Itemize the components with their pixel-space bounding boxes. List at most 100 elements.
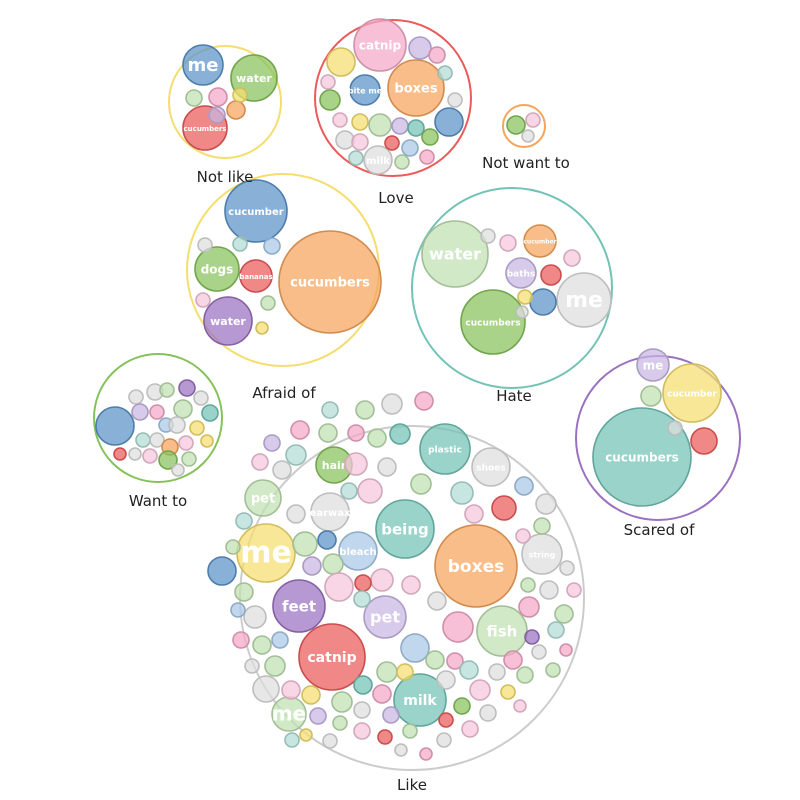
bubble-like: plastic [419, 423, 471, 475]
bubble-circle [203, 296, 253, 346]
bubble-circle [559, 560, 575, 576]
bubble-afraid-of [255, 321, 269, 335]
bubble-like [353, 590, 371, 608]
bubble-circle [347, 424, 365, 442]
bubble-circle [370, 568, 394, 592]
bubble-want-to [178, 435, 194, 451]
bubble-not-like [208, 106, 226, 124]
bubble-circle [351, 113, 369, 131]
bubble-like: catnip [298, 623, 366, 691]
bubble-afraid-of [197, 237, 213, 253]
bubble-love: catnip [353, 18, 407, 72]
bubble-like: pet [244, 479, 282, 517]
bubble-like [272, 460, 292, 480]
bubble-like [442, 611, 474, 643]
bubble-circle [396, 663, 414, 681]
bubble-like [425, 650, 445, 670]
bubble-like [322, 553, 344, 575]
cluster-label-not-like: Not like [197, 168, 254, 186]
bubble-circle [159, 382, 175, 398]
bubble-afraid-of: water [203, 296, 253, 346]
bubble-like [436, 732, 452, 748]
bubble-circle [376, 661, 398, 683]
bubble-like [234, 582, 254, 602]
bubble-circle [547, 621, 565, 639]
bubble-circle [309, 707, 327, 725]
bubble-like [461, 720, 479, 738]
bubble-circle [517, 289, 533, 305]
bubble-circle [301, 685, 321, 705]
bubble-label: pet [251, 492, 275, 507]
bubble-like [419, 747, 433, 761]
bubble-like [520, 577, 536, 593]
bubble-want-to [142, 448, 158, 464]
bubble-circle [447, 92, 463, 108]
bubble-circle [357, 478, 383, 504]
bubble-circle [302, 556, 322, 576]
bubble-like [535, 493, 557, 515]
bubble-circle [234, 582, 254, 602]
bubble-circle [367, 428, 387, 448]
bubble-hate [517, 289, 533, 305]
bubble-circle [271, 631, 289, 649]
bubble-like [353, 701, 371, 719]
bubble-circle [344, 452, 368, 476]
bubble-circle [515, 528, 531, 544]
bubble-label: boxes [448, 557, 504, 577]
bubble-like [531, 644, 547, 660]
bubble-like [518, 596, 540, 618]
bubble-like [402, 723, 418, 739]
bubble-circle [442, 611, 474, 643]
bubble-like [347, 424, 365, 442]
bubble-love [368, 113, 392, 137]
bubble-circle [377, 729, 393, 745]
bubble-circle [235, 512, 253, 530]
bubble-like [317, 530, 337, 550]
bubble-like [376, 661, 398, 683]
bubble-circle [491, 495, 517, 521]
bubble-circle [460, 289, 526, 355]
bubble-like [410, 473, 432, 495]
bubble-circle [149, 404, 165, 420]
bubble-circle [438, 712, 454, 728]
bubble-want-to [159, 382, 175, 398]
bubble-love [351, 133, 369, 151]
bubble-circle [363, 145, 393, 175]
bubble-like [244, 658, 260, 674]
bubble-circle [158, 450, 178, 470]
bubble-love [351, 113, 369, 131]
bubble-circle [516, 666, 534, 684]
bubble-circle [640, 385, 662, 407]
bubble-label: me [272, 702, 306, 726]
bubble-not-like [208, 87, 228, 107]
bubble-want-to [149, 404, 165, 420]
bubble-want-to [168, 416, 186, 434]
bubble-hate [499, 234, 517, 252]
bubble-circle [332, 715, 348, 731]
bubble-like [284, 732, 300, 748]
bubble-afraid-of [195, 292, 211, 308]
bubble-like [446, 652, 464, 670]
bubble-want-to [193, 390, 209, 406]
bubble-like: shoes [471, 447, 511, 487]
bubble-hate [515, 305, 529, 319]
bubble-label: cucumbers [184, 125, 227, 133]
bubble-like [324, 572, 354, 602]
bubble-circle [690, 427, 718, 455]
bubble-like [401, 575, 421, 595]
bubble-circle [243, 605, 267, 629]
bubble-circle [500, 684, 516, 700]
bubble-circle [232, 87, 248, 103]
bubble-love [348, 150, 364, 166]
bubble-label: catnip [359, 39, 402, 53]
bubble-like: boxes [434, 524, 518, 608]
bubble-label: water [210, 315, 246, 328]
bubble-circle [437, 65, 453, 81]
bubble-like [264, 655, 286, 677]
bubble-hate [563, 249, 581, 267]
bubble-circle [402, 723, 418, 739]
bubble-like [503, 650, 523, 670]
bubble-circle [559, 643, 573, 657]
bubble-circle [320, 74, 336, 90]
bubble-like [516, 666, 534, 684]
